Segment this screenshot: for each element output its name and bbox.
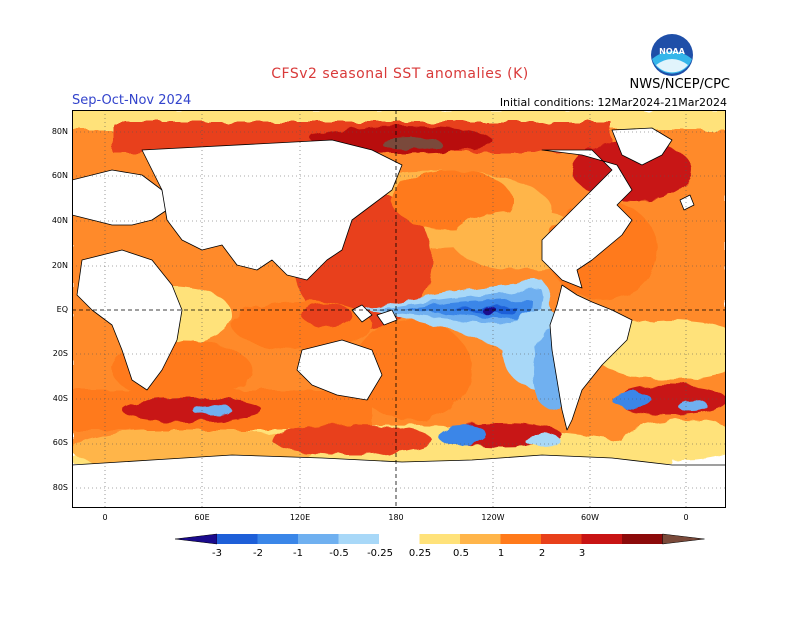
colorbar-swatch bbox=[581, 534, 622, 544]
lon-label-0-east: 0 bbox=[683, 513, 689, 522]
lon-label-60e: 60E bbox=[194, 513, 210, 522]
colorbar-swatch bbox=[217, 534, 258, 544]
lon-label-0: 0 bbox=[102, 513, 108, 522]
colorbar-swatch bbox=[298, 534, 339, 544]
lon-label-180: 180 bbox=[388, 513, 404, 522]
lat-label-20s: 20S bbox=[52, 349, 68, 358]
lat-label-60s: 60S bbox=[52, 438, 68, 447]
lat-label-eq: EQ bbox=[56, 305, 68, 314]
colorbar-swatch bbox=[338, 534, 379, 544]
lat-label-60n: 60N bbox=[51, 171, 68, 180]
colorbar-label: -2 bbox=[253, 548, 263, 559]
colorbar bbox=[0, 530, 800, 560]
season-label: Sep-Oct-Nov 2024 bbox=[72, 93, 192, 108]
lat-label-40n: 40N bbox=[51, 216, 68, 225]
colorbar-arrow-low bbox=[174, 533, 218, 545]
initial-conditions-label: Initial conditions: 12Mar2024-21Mar2024 bbox=[499, 96, 727, 109]
colorbar-label: 0.25 bbox=[408, 548, 432, 559]
colorbar-swatch bbox=[419, 534, 460, 544]
colorbar-label: -3 bbox=[212, 548, 222, 559]
sst-anomaly-map bbox=[72, 110, 726, 508]
colorbar-swatch bbox=[541, 534, 582, 544]
colorbar-swatch bbox=[379, 534, 420, 544]
colorbar-label: 0.5 bbox=[453, 548, 469, 559]
colorbar-swatch bbox=[257, 534, 298, 544]
lon-label-120w: 120W bbox=[481, 513, 505, 522]
colorbar-swatch bbox=[500, 534, 541, 544]
lat-label-40s: 40S bbox=[52, 394, 68, 403]
noaa-logo: NOAA bbox=[650, 33, 694, 77]
colorbar-arrow-high bbox=[662, 533, 705, 545]
colorbar-swatch bbox=[622, 534, 663, 544]
colorbar-label: -0.5 bbox=[329, 548, 349, 559]
colorbar-label: -1 bbox=[293, 548, 303, 559]
lat-label-80n: 80N bbox=[51, 127, 68, 136]
svg-text:NOAA: NOAA bbox=[659, 47, 685, 56]
colorbar-label: 1 bbox=[497, 548, 505, 559]
colorbar-swatch bbox=[460, 534, 501, 544]
lat-label-80s: 80S bbox=[52, 483, 68, 492]
lon-label-60w: 60W bbox=[580, 513, 600, 522]
colorbar-label: -0.25 bbox=[367, 548, 393, 559]
lon-label-120e: 120E bbox=[289, 513, 311, 522]
lat-label-20n: 20N bbox=[51, 261, 68, 270]
agency-label: NWS/NCEP/CPC bbox=[629, 77, 730, 92]
colorbar-label: 2 bbox=[538, 548, 546, 559]
map-title: CFSv2 seasonal SST anomalies (K) bbox=[271, 66, 529, 82]
colorbar-label: 3 bbox=[578, 548, 586, 559]
